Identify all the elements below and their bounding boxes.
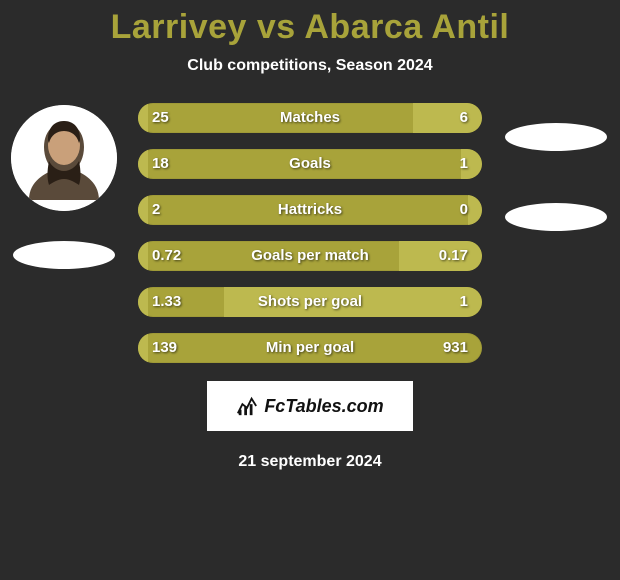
stat-label: Min per goal [138, 333, 482, 363]
branding-text: FcTables.com [264, 396, 383, 417]
stat-bar: 18Goals1 [138, 149, 482, 179]
stat-value-right: 6 [460, 103, 468, 133]
stat-label: Shots per goal [138, 287, 482, 317]
stat-label: Goals [138, 149, 482, 179]
right-player-column [500, 103, 612, 231]
branding-badge: FcTables.com [207, 381, 413, 431]
left-player-avatar [11, 105, 117, 211]
infographic-container: Larrivey vs Abarca Antil Club competitio… [0, 0, 620, 471]
stat-value-right: 931 [443, 333, 468, 363]
stat-value-right: 0.17 [439, 241, 468, 271]
subtitle: Club competitions, Season 2024 [0, 57, 620, 75]
stat-bar: 2Hattricks0 [138, 195, 482, 225]
stat-bar: 25Matches6 [138, 103, 482, 133]
stat-label: Hattricks [138, 195, 482, 225]
stat-value-right: 1 [460, 149, 468, 179]
stat-value-right: 0 [460, 195, 468, 225]
left-player-column [8, 103, 120, 269]
stat-label: Goals per match [138, 241, 482, 271]
person-icon [11, 105, 117, 211]
page-title: Larrivey vs Abarca Antil [0, 8, 620, 47]
stat-bar: 139Min per goal931 [138, 333, 482, 363]
stat-value-right: 1 [460, 287, 468, 317]
right-player-flag-1 [505, 123, 607, 151]
stat-bar: 0.72Goals per match0.17 [138, 241, 482, 271]
chart-icon [236, 395, 258, 417]
stat-label: Matches [138, 103, 482, 133]
stats-column: 25Matches6 18Goals1 2Hattricks0 0.72Goals p… [138, 103, 482, 363]
right-player-flag-2 [505, 203, 607, 231]
left-player-flag [13, 241, 115, 269]
main-row: 25Matches6 18Goals1 2Hattricks0 0.72Goals p… [0, 103, 620, 363]
stat-bar: 1.33Shots per goal1 [138, 287, 482, 317]
date-text: 21 september 2024 [0, 453, 620, 471]
